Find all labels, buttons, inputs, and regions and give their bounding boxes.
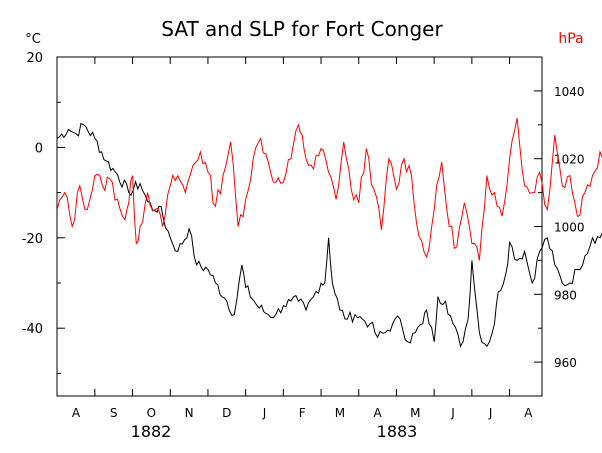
- sat-series-line: [56, 122, 602, 348]
- month-label: A: [373, 406, 382, 420]
- right-tick-label: 1020: [554, 153, 585, 167]
- slp-series-line: [56, 117, 602, 261]
- right-tick-label: 980: [554, 288, 577, 302]
- left-axis: 20 0 -20 -40: [22, 51, 65, 374]
- month-label: M: [335, 406, 345, 420]
- left-tick-label: 0: [35, 141, 43, 156]
- left-tick-label: -20: [22, 232, 43, 247]
- left-tick-label: -40: [22, 322, 43, 337]
- right-axis: 1040 1020 1000 980 960: [534, 85, 585, 370]
- right-tick-label: 1040: [554, 85, 585, 99]
- right-axis-unit: hPa: [558, 31, 583, 47]
- month-label: F: [299, 406, 306, 420]
- month-label: M: [410, 406, 420, 420]
- month-label: O: [147, 406, 156, 420]
- month-label: J: [450, 406, 455, 420]
- month-label: A: [524, 406, 533, 420]
- month-label: S: [110, 406, 118, 420]
- month-label: D: [222, 406, 231, 420]
- month-label: A: [72, 406, 81, 420]
- month-label: J: [488, 406, 493, 420]
- year-label-1882: 1882: [131, 422, 172, 441]
- left-tick-label: 20: [26, 51, 43, 66]
- month-label: J: [262, 406, 267, 420]
- chart-title: SAT and SLP for Fort Conger: [161, 17, 443, 41]
- year-label-1883: 1883: [377, 422, 418, 441]
- month-label: N: [185, 406, 194, 420]
- right-tick-label: 1000: [554, 221, 585, 235]
- right-tick-label: 960: [554, 356, 577, 370]
- left-axis-unit: °C: [25, 32, 41, 47]
